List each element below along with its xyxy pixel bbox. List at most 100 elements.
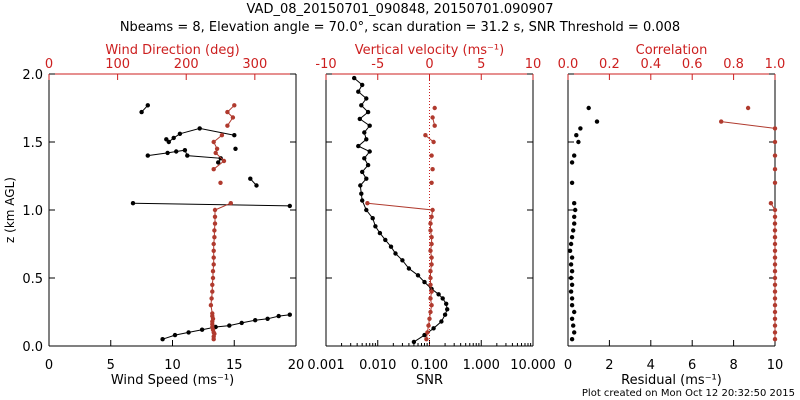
panel-1-series-2-point: [218, 180, 223, 185]
x-tick-label: 0: [45, 358, 53, 373]
panel-2-series-1-point: [367, 149, 372, 154]
panel-1-series-2-point: [213, 150, 218, 156]
top-tick-label: 300: [242, 57, 267, 72]
panel-2-series-2-point: [429, 214, 434, 219]
panel-3-series-1-point: [594, 119, 600, 124]
panel-3-series-1-point: [568, 241, 574, 247]
top-tick-label: 0.2: [599, 57, 620, 72]
panel-1-series-2-point: [228, 201, 233, 206]
panel-1-series-1-point: [174, 149, 179, 154]
panel-3-series-1-point: [568, 262, 574, 267]
panel-2-series-2-point: [429, 303, 434, 308]
panel-3-series-1-point: [573, 207, 578, 213]
x-tick-label: 0.010: [359, 358, 396, 373]
panel-1-series-1-point: [254, 183, 259, 188]
panel-2-series-1-point: [360, 169, 365, 175]
y-tick-label: 1.0: [22, 204, 43, 219]
panel-2-series-1-point: [400, 258, 405, 263]
x-tick-label: 6: [688, 358, 696, 373]
panel-2-series-2-point: [428, 282, 433, 287]
panel-2-series-2-point: [428, 275, 433, 281]
panel-2-series-2-point: [428, 296, 433, 301]
panel-2-series-1-point: [362, 130, 367, 135]
panel-2-series-1-point: [364, 176, 369, 181]
panel-2-series-2-point: [428, 228, 433, 233]
panel-2-series-1-point: [360, 198, 365, 203]
panel-1-series-2-point: [212, 214, 218, 219]
panel-1-series-2-point: [212, 207, 218, 213]
panel-3-series-1-point: [569, 235, 575, 240]
panel-2-series-1-point: [359, 103, 364, 108]
panel-3-series-1-point: [569, 316, 575, 321]
panel-2-series-1-point: [415, 273, 421, 278]
panel-2-series-1-point: [422, 332, 427, 338]
top-axis-label: Vertical velocity (ms⁻¹): [355, 43, 504, 58]
panel-2-series-1-point: [393, 251, 398, 256]
top-tick-label: 1.0: [765, 57, 786, 72]
panel-1-series-1-point: [287, 203, 292, 209]
panel-3-series-1-point: [569, 337, 575, 342]
panel-2-series-1-point: [364, 207, 369, 213]
panel-1-series-2-point: [232, 103, 237, 108]
panel-1-series-2-point: [211, 248, 216, 253]
panel-3-series-2-point: [772, 207, 778, 213]
panel-2-series-2-point: [429, 289, 434, 294]
panel-3-series-1-point: [569, 255, 575, 260]
panel-2-series-1-point: [359, 191, 364, 196]
panel-1-series-2-point: [210, 269, 216, 274]
panel-2-series-2-point: [428, 248, 433, 253]
chart-subtitle: Nbeams = 8, Elevation angle = 70.0°, sca…: [119, 20, 681, 35]
y-tick-label: 0.0: [22, 340, 43, 355]
panel-2-series-2-point: [426, 323, 431, 328]
panel-2-series-1-point: [377, 230, 383, 236]
x-tick-label: 0: [564, 358, 572, 373]
panel-1-series-1-point: [216, 160, 221, 165]
panel-2-series-1-point: [383, 237, 388, 243]
panel-2-series-1-point: [445, 307, 450, 312]
top-tick-label: 200: [174, 57, 199, 72]
panel-3-series-1-point: [572, 201, 577, 206]
panel-2-series-1-point: [442, 312, 448, 317]
x-tick-label: 10: [767, 358, 784, 373]
panel-2-series-1-point: [360, 82, 365, 88]
panel-3-series-2-point: [772, 316, 778, 321]
panel-3-series-2-point: [772, 262, 778, 267]
top-tick-label: 0.8: [723, 57, 744, 72]
panel-1-series-1-point: [253, 318, 258, 323]
panel-1-series-2-point: [211, 241, 216, 247]
panel-2-series-1-line: [353, 77, 448, 343]
x-tick-label: 4: [647, 358, 655, 373]
y-tick-label: 2.0: [22, 68, 43, 83]
panel-3-series-2-point: [768, 201, 774, 206]
panel-1-series-2-point: [221, 158, 227, 164]
x-tick-label: 10: [164, 358, 181, 373]
panel-2-series-2-point: [430, 115, 435, 120]
x-tick-label: 8: [729, 358, 737, 373]
panel-1-series-1-point: [182, 148, 188, 153]
panel-1-series-1-point: [172, 332, 178, 338]
x-axis-label: Wind Speed (ms⁻¹): [111, 373, 234, 388]
panel-2-series-2-point: [429, 235, 434, 240]
panel-1-series-1-point: [265, 316, 270, 321]
panel-3-series-2-point: [772, 228, 778, 233]
panel-2-series-1-point: [444, 301, 449, 306]
panel-3-series-2-point: [772, 139, 778, 145]
panel-3-series-2-point: [772, 337, 778, 342]
panel-1-series-1-point: [145, 103, 150, 108]
panel-3-series-1-point: [574, 133, 579, 138]
panel-2-series-1-point: [357, 116, 362, 122]
panel-2-series-1-point: [370, 216, 375, 221]
panel-2-series-2-point: [428, 269, 433, 274]
panel-2-series-2-point: [428, 309, 433, 315]
panel-3-series-1-point: [572, 153, 577, 158]
panel-2-series-1-point: [406, 266, 412, 271]
panel-1-series-1-point: [199, 327, 205, 332]
panel-2-series-2-point: [430, 207, 435, 213]
panel-1-series-1-point: [165, 150, 170, 156]
panel-2-series-2-point: [431, 139, 436, 145]
top-axis-label: Wind Direction (deg): [105, 43, 239, 58]
panel-1-series-2-point: [210, 275, 216, 281]
panel-1-series-2-point: [225, 109, 230, 115]
y-tick-label: 1.5: [22, 136, 43, 151]
